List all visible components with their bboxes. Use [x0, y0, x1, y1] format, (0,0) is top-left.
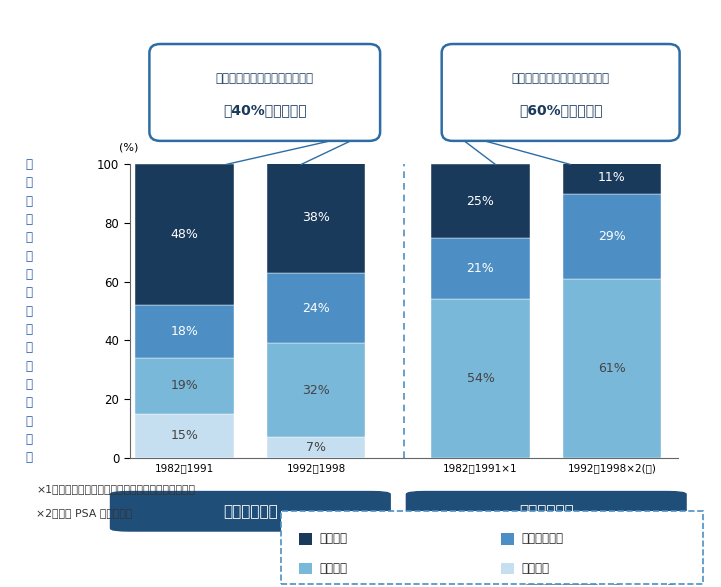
Bar [267, 343, 366, 437]
Text: 偶発がん: 偶発がん [521, 562, 549, 575]
Text: 局所浸潤がん: 局所浸潤がん [521, 532, 563, 545]
Text: 25%: 25% [466, 194, 495, 208]
Bar [431, 299, 530, 458]
FancyBboxPatch shape [407, 491, 686, 531]
Bar [267, 161, 366, 273]
Text: 29%: 29% [598, 230, 626, 243]
FancyBboxPatch shape [501, 533, 514, 545]
Text: 内: 内 [25, 433, 32, 446]
Text: 外来で発見された前立脹がんの: 外来で発見された前立脹がんの [216, 72, 314, 85]
Text: ×1：直腸診と前立脹酸性ホスファターゼによる検診: ×1：直腸診と前立脹酸性ホスファターゼによる検診 [36, 484, 195, 494]
Text: 11%: 11% [598, 171, 626, 184]
Text: 7%: 7% [306, 441, 326, 454]
Text: 伊藤一人ほか：泌尿器外科 13：997-1001，2000: 伊藤一人ほか：泌尿器外科 13：997-1001，2000 [526, 574, 699, 584]
Text: 発: 発 [25, 158, 32, 171]
Text: 61%: 61% [598, 362, 626, 375]
Text: 18%: 18% [171, 325, 198, 338]
Text: 検診発見がん: 検診発見がん [519, 504, 574, 519]
Text: ×2：主に PSA による検診: ×2：主に PSA による検診 [36, 508, 133, 518]
Text: 48%: 48% [171, 228, 198, 241]
Bar [431, 238, 530, 299]
Text: れ: れ [25, 213, 32, 226]
Text: 転移がん: 転移がん [319, 532, 348, 545]
FancyBboxPatch shape [299, 562, 312, 574]
FancyBboxPatch shape [281, 511, 703, 584]
Bar [431, 164, 530, 238]
Bar [136, 414, 234, 458]
Text: 臨: 臨 [25, 360, 32, 373]
Text: 腺: 腺 [25, 286, 32, 299]
Text: (%): (%) [119, 143, 138, 153]
FancyBboxPatch shape [149, 44, 380, 141]
Text: 病: 病 [25, 396, 32, 409]
Bar [136, 305, 234, 358]
Text: 絀40%は転移がん: 絀40%は転移がん [223, 103, 306, 117]
Text: 見: 見 [25, 176, 32, 189]
FancyBboxPatch shape [442, 44, 680, 141]
Bar [136, 164, 234, 305]
FancyBboxPatch shape [501, 562, 514, 574]
Text: ん: ん [25, 323, 32, 336]
Bar [562, 194, 661, 279]
Bar [562, 161, 661, 194]
Text: 54%: 54% [466, 372, 495, 385]
Bar [136, 358, 234, 414]
FancyBboxPatch shape [299, 533, 312, 545]
Text: 32%: 32% [302, 384, 330, 397]
Text: 限局がん: 限局がん [319, 562, 348, 575]
Text: さ: さ [25, 194, 32, 208]
Text: 前: 前 [25, 249, 32, 262]
Text: 期: 期 [25, 414, 32, 428]
Text: 絀60%は早期がん: 絀60%は早期がん [519, 103, 603, 117]
Bar [267, 437, 366, 458]
Bar [562, 279, 661, 458]
Text: 15%: 15% [171, 429, 198, 443]
Text: が: が [25, 305, 32, 318]
Text: 21%: 21% [466, 262, 495, 275]
Text: の: の [25, 341, 32, 355]
Text: た: た [25, 231, 32, 244]
Text: 19%: 19% [171, 379, 198, 393]
Text: 38%: 38% [302, 211, 330, 224]
Text: 床: 床 [25, 378, 32, 391]
Text: 立: 立 [25, 268, 32, 281]
Text: 外来発見がん: 外来発見がん [223, 504, 278, 519]
FancyBboxPatch shape [110, 491, 390, 531]
Text: 訳: 訳 [25, 451, 32, 464]
Bar [267, 273, 366, 343]
Text: 24%: 24% [302, 302, 330, 315]
Text: 検診で発見された前立脹がんの: 検診で発見された前立脹がんの [512, 72, 610, 85]
